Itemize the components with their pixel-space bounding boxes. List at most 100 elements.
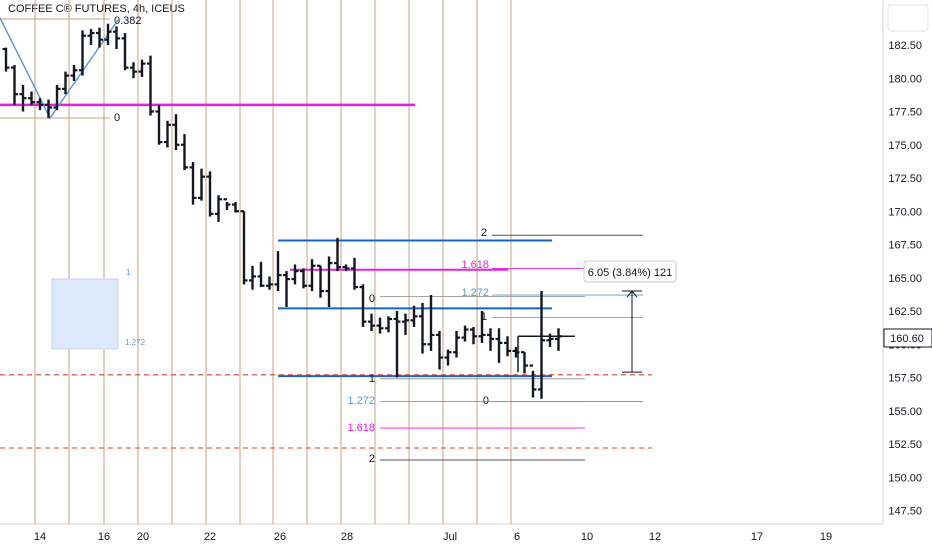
ohlc-bar — [546, 333, 554, 347]
y-tick-label: 162.50 — [888, 306, 922, 318]
measure-arrow-icon — [626, 290, 638, 298]
ohlc-bar — [308, 259, 316, 292]
y-tick-label: 167.50 — [888, 240, 922, 252]
y-tick-label: 177.50 — [888, 107, 922, 119]
chart-title: COFFEE C® FUTURES, 4h, ICEUS — [8, 3, 185, 15]
y-tick-label: 152.50 — [888, 439, 922, 451]
ohlc-series — [2, 23, 562, 399]
ohlc-bar — [529, 364, 537, 398]
x-tick-label: 22 — [204, 531, 216, 543]
ohlc-bar — [28, 91, 35, 105]
v-trend-lines — [0, 17, 119, 120]
ohlc-bar — [2, 47, 10, 72]
x-tick-label: 12 — [649, 531, 661, 543]
ohlc-bar — [478, 311, 486, 343]
y-tick-label: 172.50 — [888, 173, 922, 185]
ohlc-bar — [266, 276, 273, 290]
fib-label: 0.382 — [114, 15, 142, 27]
axis-settings-box — [887, 4, 929, 32]
ohlc-bar — [104, 23, 112, 45]
ohlc-bar — [215, 195, 222, 222]
ohlc-bar — [402, 313, 409, 335]
ohlc-bar — [223, 198, 231, 210]
x-tick-label: 17 — [751, 531, 763, 543]
ohlc-bar — [147, 55, 154, 116]
ohlc-bar — [198, 168, 205, 201]
ohlc-bar — [206, 171, 214, 217]
x-tick-label: 10 — [581, 531, 593, 543]
ohlc-bar — [164, 120, 171, 148]
ohlc-bar — [87, 29, 95, 45]
fib-label: 0 — [483, 395, 489, 407]
fib-label: 1.618 — [347, 422, 375, 434]
fib-label: 1.618 — [461, 259, 489, 271]
ohlc-bar — [138, 59, 146, 77]
ohlc-bar — [181, 134, 188, 171]
ohlc-bar — [512, 346, 520, 358]
ohlc-bar — [393, 311, 401, 378]
ohlc-bar — [470, 326, 477, 345]
x-tick-label: Jul — [443, 531, 457, 543]
ohlc-bar — [291, 264, 299, 285]
y-tick-label: 155.00 — [888, 406, 922, 418]
fib-label: 0 — [114, 112, 120, 124]
ohlc-bar — [274, 251, 282, 292]
ohlc-bar — [130, 62, 137, 79]
measure-label: 6.05 (3.84%) 121 — [588, 267, 672, 279]
fib-label: 1 — [369, 373, 375, 385]
last-price-tag — [883, 328, 932, 348]
ohlc-bar — [376, 317, 384, 334]
fib-label: 2 — [369, 453, 375, 465]
fib-label: 0 — [369, 293, 375, 305]
ohlc-bar — [342, 264, 350, 272]
y-tick-label: 182.50 — [888, 40, 922, 52]
ohlc-bar — [96, 27, 103, 48]
fib-label: 1 — [481, 311, 487, 323]
ohlc-bar — [53, 84, 61, 111]
y-tick-label: 147.50 — [888, 506, 922, 518]
fib-label: 2 — [481, 227, 487, 239]
ohlc-bar — [45, 99, 52, 119]
ohlc-bar — [121, 33, 129, 71]
x-tick-label: 14 — [34, 531, 46, 543]
ohlc-bar — [444, 349, 452, 366]
ohlc-bar — [62, 71, 69, 95]
ohlc-bar — [189, 162, 197, 205]
ohlc-bar — [300, 268, 307, 289]
ohlc-bar — [283, 271, 290, 308]
ohlc-bar — [385, 316, 392, 333]
ohlc-bar — [36, 98, 44, 111]
ohlc-bar — [351, 257, 358, 290]
ohlc-bar — [172, 114, 180, 151]
x-tick-label: 26 — [274, 531, 286, 543]
fib-label: 1 — [126, 268, 131, 277]
x-tick-label: 19 — [820, 531, 832, 543]
ohlc-bar — [487, 328, 494, 351]
ohlc-bar — [555, 328, 562, 351]
measure-label-box — [583, 260, 677, 283]
x-tick-label: 6 — [514, 531, 520, 543]
ohlc-bar — [79, 30, 86, 76]
ohlc-bar — [538, 291, 545, 399]
ohlc-bar — [504, 336, 511, 357]
ohlc-bar — [419, 303, 426, 354]
ohlc-bar — [325, 256, 333, 308]
ohlc-bar — [359, 284, 367, 327]
ohlc-bar — [19, 84, 27, 112]
fib-label: 1.272 — [347, 395, 375, 407]
ohlc-bar — [317, 264, 324, 298]
y-tick-label: 180.00 — [888, 73, 922, 85]
ohlc-bar — [495, 328, 503, 363]
fib-label: 1.272 — [461, 287, 489, 299]
ohlc-bar — [11, 64, 18, 105]
ohlc-bar — [427, 295, 435, 351]
y-tick-label: 165.00 — [888, 273, 922, 285]
ohlc-bar — [521, 351, 528, 374]
y-tick-label: 157.50 — [888, 373, 922, 385]
y-tick-label: 170.00 — [888, 206, 922, 218]
ohlc-bar — [240, 210, 248, 285]
ohlc-bar — [249, 265, 256, 290]
last-price-label: 160.60 — [890, 333, 924, 345]
ohlc-bar — [334, 237, 341, 272]
